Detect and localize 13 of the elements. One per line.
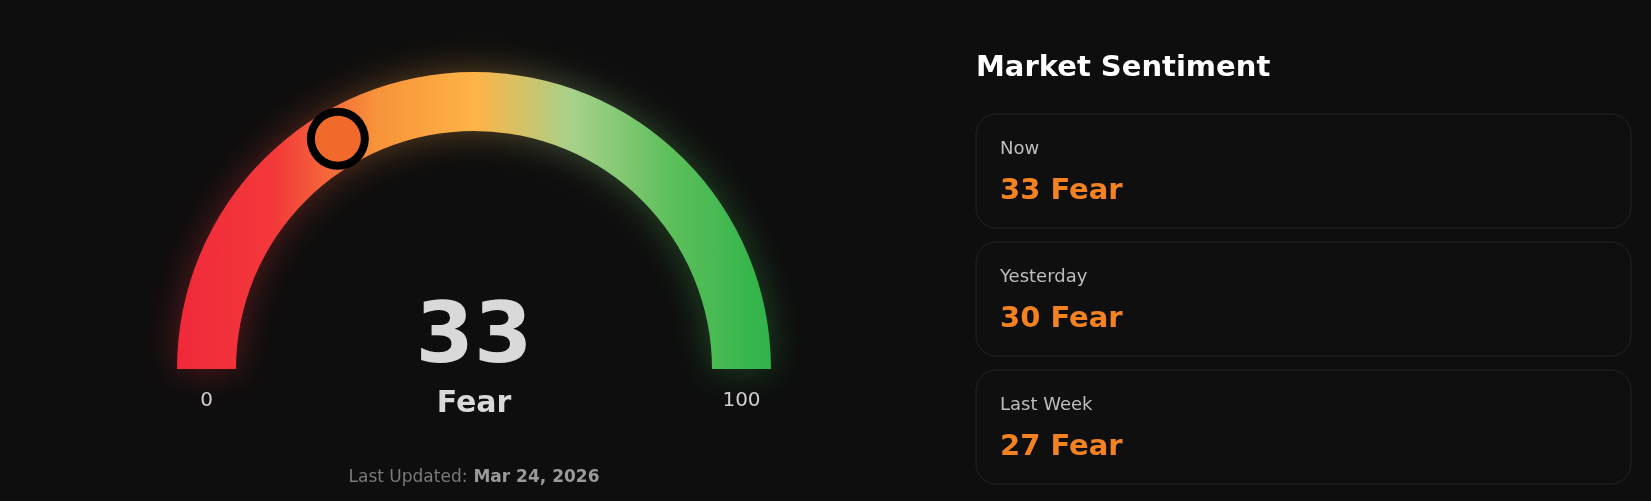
text: 30 Fear: [1000, 300, 1124, 334]
text: Yesterday: [999, 265, 1088, 286]
text: Mar 24, 2026: [473, 466, 600, 486]
text: 27 Fear: [1000, 428, 1124, 462]
data-label: 33: [415, 284, 533, 382]
category-label: Fear: [436, 384, 512, 419]
text: 0: [200, 387, 213, 411]
text: Last Week: [1000, 393, 1094, 414]
text: Market Sentiment: [976, 49, 1271, 83]
text: 33 Fear: [1000, 172, 1124, 206]
text: Now: [1000, 137, 1040, 158]
text: Last Updated:: [348, 466, 468, 486]
text: 100: [722, 387, 761, 411]
